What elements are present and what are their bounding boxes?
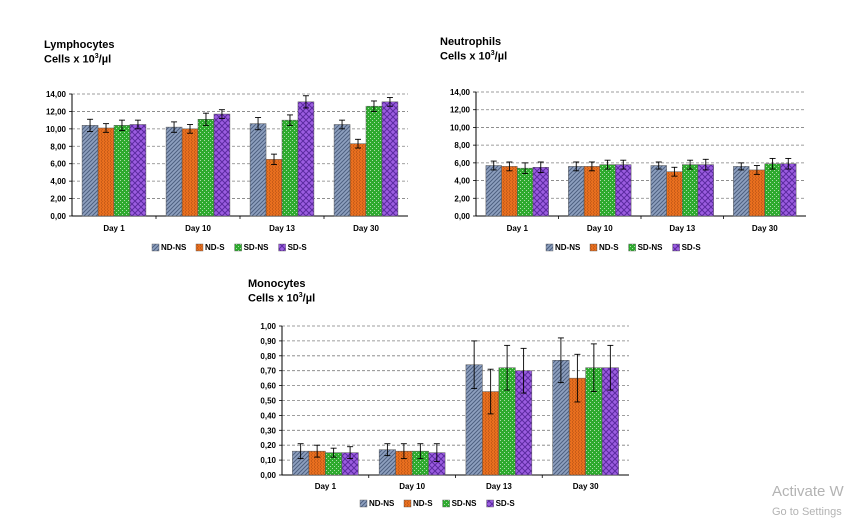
- y-tick-label: 0,00: [454, 212, 470, 221]
- y-tick-label: 12,00: [450, 106, 471, 115]
- legend-swatch: [628, 243, 636, 252]
- y-tick-label: 0,10: [260, 456, 276, 465]
- go-to-settings-watermark: Go to Settings: [772, 506, 842, 518]
- monocytes-title-line2: Cells x 103/µl: [248, 290, 315, 305]
- y-tick-label: 2,00: [50, 195, 66, 204]
- y-tick-label: 0,60: [260, 382, 276, 391]
- x-tick-label: Day 30: [353, 224, 379, 233]
- legend-entry: SD-S: [682, 243, 702, 252]
- y-tick-label: 12,00: [46, 107, 67, 116]
- lymphocytes-title-unit: /µl: [98, 53, 112, 66]
- legend-entry: SD-S: [496, 499, 516, 508]
- x-tick-label: Day 30: [752, 224, 778, 233]
- legend-entry: SD-NS: [638, 243, 664, 252]
- y-tick-label: 0,90: [260, 337, 276, 346]
- lymphocytes-title: Lymphocytes Cells x 103/µl: [44, 39, 115, 66]
- y-tick-label: 6,00: [50, 160, 66, 169]
- y-tick-label: 8,00: [454, 141, 470, 150]
- y-tick-label: 0,50: [260, 397, 276, 406]
- y-tick-label: 0,70: [260, 367, 276, 376]
- legend-entry: ND-NS: [555, 243, 581, 252]
- legend-entry: ND-NS: [161, 243, 187, 252]
- monocytes-title-line1: Monocytes: [248, 278, 306, 290]
- legend-entry: ND-S: [413, 499, 433, 508]
- x-tick-label: Day 10: [399, 482, 425, 491]
- y-tick-label: 4,00: [454, 177, 470, 186]
- x-tick-label: Day 13: [269, 224, 295, 233]
- x-tick-label: Day 1: [507, 224, 529, 233]
- legend-swatch: [545, 243, 554, 252]
- legend-swatch: [486, 499, 494, 508]
- legend-swatch: [195, 243, 204, 252]
- legend-entry: SD-NS: [452, 499, 478, 508]
- monocytes-title-sup: 3: [298, 292, 303, 299]
- neutrophils-title: Neutrophils Cells x 103/µl: [440, 36, 507, 63]
- y-tick-label: 0,00: [260, 471, 276, 480]
- legend-swatch: [359, 499, 368, 508]
- legend-entry: SD-S: [288, 243, 308, 252]
- x-tick-label: Day 13: [486, 482, 512, 491]
- y-tick-label: 0,40: [260, 411, 276, 420]
- lymphocytes-title-cells: Cells x 10: [44, 53, 95, 66]
- lymphocytes-title-sup: 3: [94, 53, 99, 60]
- legend-entry: ND-NS: [369, 499, 395, 508]
- legend-swatch: [403, 499, 412, 508]
- x-tick-label: Day 1: [103, 224, 125, 233]
- x-tick-label: Day 1: [315, 482, 337, 491]
- monocytes-title-unit: /µl: [302, 292, 316, 305]
- y-tick-label: 14,00: [46, 90, 67, 99]
- y-tick-label: 0,30: [260, 426, 276, 435]
- neutrophils-title-unit: /µl: [494, 50, 508, 63]
- y-tick-label: 0,20: [260, 441, 276, 450]
- legend-swatch: [278, 243, 286, 252]
- legend-swatch: [234, 243, 242, 252]
- legend-entry: ND-S: [599, 243, 619, 252]
- y-tick-label: 10,00: [46, 125, 67, 134]
- legend-entry: ND-S: [205, 243, 225, 252]
- y-tick-label: 6,00: [454, 159, 470, 168]
- neutrophils-title-cells: Cells x 10: [440, 50, 491, 63]
- neutrophils-title-sup: 3: [490, 50, 495, 57]
- y-tick-label: 10,00: [450, 123, 471, 132]
- x-tick-label: Day 10: [587, 224, 613, 233]
- monocytes-title: Monocytes Cells x 103/µl: [248, 278, 315, 305]
- y-tick-label: 2,00: [454, 194, 470, 203]
- lymphocytes-title-line1: Lymphocytes: [44, 39, 115, 51]
- lymphocytes-title-line2: Cells x 103/µl: [44, 51, 115, 66]
- x-tick-label: Day 10: [185, 224, 211, 233]
- legend-swatch: [442, 499, 450, 508]
- y-tick-label: 14,00: [450, 88, 471, 97]
- legend-swatch: [672, 243, 680, 252]
- legend-swatch: [589, 243, 598, 252]
- x-tick-label: Day 13: [669, 224, 695, 233]
- y-tick-label: 0,80: [260, 352, 276, 361]
- legend-entry: SD-NS: [244, 243, 270, 252]
- activate-windows-watermark: Activate W: [772, 483, 844, 500]
- y-tick-label: 1,00: [260, 322, 276, 331]
- y-tick-label: 4,00: [50, 177, 66, 186]
- neutrophils-title-line1: Neutrophils: [440, 36, 502, 48]
- y-tick-label: 8,00: [50, 142, 66, 151]
- neutrophils-title-line2: Cells x 103/µl: [440, 48, 507, 63]
- monocytes-title-cells: Cells x 10: [248, 292, 299, 305]
- legend-swatch: [151, 243, 160, 252]
- y-tick-label: 0,00: [50, 212, 66, 221]
- x-tick-label: Day 30: [573, 482, 599, 491]
